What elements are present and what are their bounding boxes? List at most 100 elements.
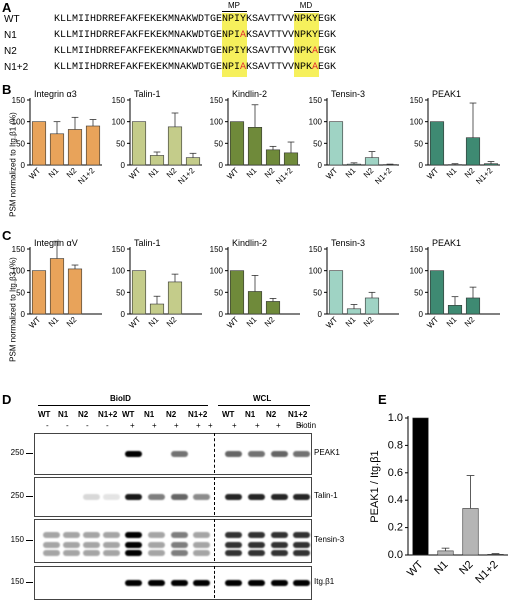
y-tick-label: 100 (12, 267, 26, 276)
y-tick-label: 0 (419, 161, 424, 170)
motif-label: MD (299, 1, 313, 10)
blot-band (83, 494, 100, 500)
motif-highlight (293, 13, 319, 77)
blot-band (171, 494, 188, 500)
y-tick-label: 0.0 (388, 549, 403, 561)
y-tick-label: 150 (12, 245, 26, 254)
chart-title: Kindlin-2 (232, 238, 267, 248)
x-tick-label: N1+2 (76, 166, 96, 186)
y-tick-label: 100 (12, 118, 26, 127)
motif-highlight (221, 13, 247, 77)
x-tick-label: N2 (457, 559, 475, 577)
x-tick-label: N2 (165, 166, 179, 180)
bar (429, 121, 445, 166)
blot-band (293, 531, 310, 538)
blot-band (171, 531, 188, 538)
y-tick-label: 50 (16, 139, 25, 148)
blot-band (271, 580, 288, 586)
bar (167, 281, 183, 315)
blot-band (125, 542, 142, 549)
x-tick-label: WT (425, 166, 440, 181)
blot-band (248, 549, 265, 556)
chart-title: Tensin-3 (331, 238, 365, 248)
group-label-wcl: WCL (253, 394, 272, 403)
biotin-sign: + (232, 421, 237, 430)
x-tick-label: N2 (65, 166, 79, 180)
blot-band (83, 542, 100, 549)
blot-band (43, 549, 60, 556)
x-tick-label: N2 (362, 315, 376, 329)
blot-name: Tensin-3 (314, 535, 345, 544)
blot-band (148, 542, 165, 549)
blot-band (293, 542, 310, 549)
biotin-sign: + (196, 421, 201, 430)
y-tick-label: 100 (210, 267, 224, 276)
blot-band (83, 531, 100, 538)
blot-band (171, 580, 188, 586)
y-tick-label: 50 (414, 139, 423, 148)
y-tick-label: 150 (112, 245, 126, 254)
blot-band (148, 494, 165, 500)
blot-band (248, 580, 265, 586)
x-tick-label: N1 (245, 315, 259, 329)
chart-title: PEAK1 (432, 238, 461, 248)
x-tick-label: N2 (362, 166, 376, 180)
blot-band (193, 494, 210, 500)
chart-title: Tensin-3 (331, 89, 365, 99)
y-tick-label: 50 (414, 288, 423, 297)
bar (382, 164, 398, 166)
x-tick-label: N1 (344, 315, 358, 329)
blot-band (248, 451, 265, 457)
x-tick-label: WT (225, 315, 240, 330)
bar (364, 157, 380, 166)
bar (437, 550, 454, 556)
bar (85, 125, 101, 166)
blot-peak1 (34, 433, 312, 475)
blot-band (271, 451, 288, 457)
panel-c-letter: C (2, 228, 12, 243)
x-tick-label: N1 (47, 315, 61, 329)
y-tick-label: 150 (12, 96, 26, 105)
bar (149, 303, 165, 315)
lane-label: N2 (266, 410, 277, 419)
blot-band (248, 542, 265, 549)
molecular-weight-marker: 150 (10, 577, 24, 586)
y-tick-label: 50 (313, 288, 322, 297)
bar (487, 554, 504, 556)
blot-band (225, 549, 242, 556)
x-tick-label: WT (127, 315, 142, 330)
panel-d-letter: D (2, 392, 12, 407)
bar (131, 270, 147, 315)
blot-divider (214, 566, 215, 598)
mw-tick (26, 453, 33, 454)
x-tick-label: N1+2 (474, 166, 494, 186)
x-tick-label: N1 (445, 315, 459, 329)
bar (447, 305, 463, 315)
y-axis-label: PEAK1 / Itg.β1 (369, 450, 381, 522)
blot-band (148, 580, 165, 586)
mw-tick (26, 582, 33, 583)
y-tick-label: 150 (309, 245, 323, 254)
y-tick-label: 0 (318, 310, 323, 319)
blot-talin-1 (34, 477, 312, 517)
blot-band (63, 542, 80, 549)
blot-band (43, 531, 60, 538)
y-tick-label: 0.6 (388, 467, 403, 479)
bar (364, 297, 380, 315)
x-tick-label: N2 (165, 315, 179, 329)
y-tick-label: 100 (410, 118, 424, 127)
bar (185, 157, 201, 166)
x-tick-label: N1 (147, 315, 161, 329)
chart-title: Kindlin-2 (232, 89, 267, 99)
blot-band (225, 542, 242, 549)
x-tick-label: WT (225, 166, 240, 181)
y-tick-label: 50 (214, 139, 223, 148)
bar (265, 149, 281, 166)
y-tick-label: 100 (210, 118, 224, 127)
y-tick-label: 150 (210, 245, 224, 254)
blot-divider (214, 433, 215, 473)
blot-band (293, 494, 310, 500)
biotin-sign: + (255, 421, 260, 430)
y-tick-label: 0 (219, 161, 224, 170)
